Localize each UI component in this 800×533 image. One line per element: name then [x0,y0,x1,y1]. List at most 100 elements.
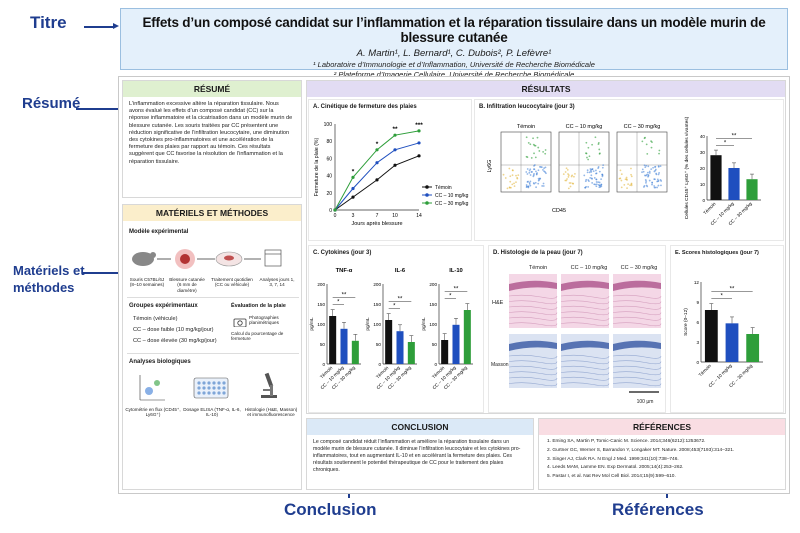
tissue-fiber [509,305,558,310]
flow-dot [598,170,601,173]
flow-dot [573,175,575,178]
reference-2: 2. Gurtner GC, Werner S, Barrandon Y, Lo… [547,447,735,453]
reference-3: 3. Singer AJ, Clark RA. N Engl J Med. 19… [547,456,679,462]
y-tick-label: 50 [376,342,382,347]
bar [385,320,393,364]
flow-plot-title: CC – 10 mg/kg [566,124,603,130]
y-tick-label: 0 [329,208,332,214]
tissue-fiber [612,294,662,299]
y-axis-label: Cellules CD45⁺ Ly6G⁺ (% des cellules viv… [684,116,690,219]
significance-mark: * [393,303,396,309]
flow-dot [541,185,544,187]
resume-text: L’inflammation excessive altère la répar… [129,101,293,165]
flow-dot [529,168,532,171]
flow-dot [655,173,658,176]
flow-dot [533,152,535,155]
epidermis-layer [613,280,661,291]
bio-item-1: Cytométrie en flux (CD45⁺, Ly6G⁺) [125,407,181,418]
flow-dot [537,182,540,185]
flow-dot [566,168,569,171]
tissue-fiber [612,311,662,316]
chart-title: IL-6 [395,268,406,274]
tissue-fiber [612,316,662,321]
flow-dot [529,184,532,187]
flow-dot [656,178,659,181]
affiliation-2: ² Plateforme d’Imagerie Cellulaire, Univ… [333,70,575,79]
flow-dot [598,152,601,155]
flow-dot [538,178,541,181]
flow-dot [542,182,545,185]
flow-dot [654,186,657,189]
histo-col-2: CC – 10 mg/kg [570,265,608,271]
flow-dot [658,149,661,152]
data-point [393,148,397,152]
flow-dot [511,183,514,186]
flow-dot [588,171,591,174]
panel-d: D. Histologie de la peau (jour 7) Témoin… [488,245,666,413]
y-tick-label: 30 [700,150,706,155]
flow-dot [618,177,621,180]
flow-dot [645,164,648,167]
significance-mark: ** [398,296,403,302]
y-tick-label: 150 [317,302,325,307]
y-tick-label: 0 [322,362,325,367]
flow-dot [623,183,626,186]
flow-dot [508,167,511,170]
epidermis-layer [613,340,661,351]
flow-dot [567,176,570,178]
x-tick-label: 7 [376,213,379,219]
flow-dot [597,166,600,168]
flow-dot [572,182,575,185]
y-tick-label: 9 [696,300,699,305]
significance-mark: ** [730,286,735,292]
reference-5: 5. Pastar I, et al. Nat Rev Mol Cell Bio… [547,474,676,480]
tissue-fiber [509,354,558,359]
panel-a-title: A. Cinétique de fermeture des plaies [313,104,417,110]
flow-dot [525,186,528,189]
chart-title: TNF-α [336,268,353,274]
y-tick-label: 0 [378,362,381,367]
data-point [417,141,421,145]
flow-dot [542,150,545,153]
epidermis-layer [509,340,557,351]
y-tick-label: 40 [700,134,706,139]
tissue-fiber [560,365,610,370]
data-point [417,154,421,158]
flow-dot [525,136,528,139]
flow-dot [539,166,542,168]
flow-dot [591,177,593,180]
flow-dot [528,171,531,174]
flow-dot [544,171,547,173]
data-point [351,175,355,179]
y-tick-label: 100 [324,122,333,128]
resume-panel: RÉSUMÉ L’inflammation excessive altère l… [122,80,302,198]
flow-dot [659,165,662,168]
flow-dot [532,143,535,146]
flow-dot [562,173,565,176]
tissue-fiber [560,294,610,299]
tissue-fiber [612,322,662,327]
flow-dot [537,146,540,149]
flow-dot [590,174,593,177]
flow-dot [598,184,601,187]
step-2: Blessure cutanée (6 mm de diamètre) [169,277,205,293]
stain-he: H&E [492,300,504,306]
flow-dot [525,184,528,186]
legend-label: CC – 10 mg/kg [435,193,469,199]
flow-dot [595,178,598,181]
flow-dot [630,167,632,170]
flow-dot [656,186,658,189]
flow-dot [657,180,660,182]
tissue-fiber [509,371,558,376]
tissue-fiber [509,365,558,370]
tissue-fiber [612,360,662,365]
flow-dot [571,174,574,177]
calendar-icon [264,249,282,267]
flow-dot [591,182,594,184]
callout-conclusion: Conclusion [284,500,377,519]
y-tick-label: 40 [326,174,332,180]
tissue-fiber [560,300,610,305]
flow-dot [626,187,628,189]
flow-dot [629,184,631,187]
flow-dot [538,150,541,152]
